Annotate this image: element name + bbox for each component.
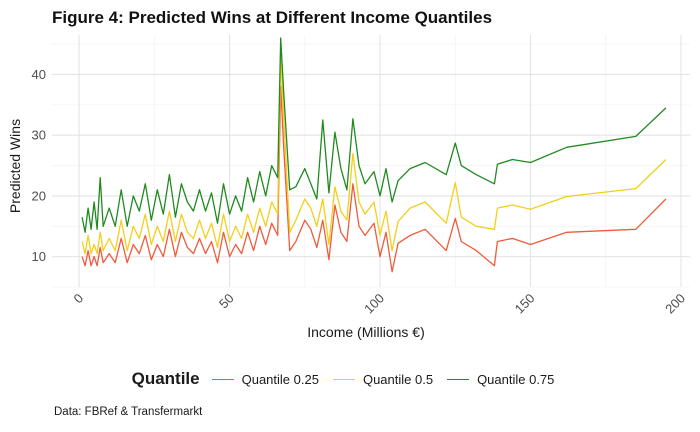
x-tick-labels: 0 50 100 150 200 [70,291,688,317]
legend-key-q50 [332,378,355,380]
legend-label-q25: Quantile 0.25 [241,371,319,387]
series-lines [81,37,667,273]
legend-item-q50: Quantile 0.5 [332,371,434,387]
x-tick-label: 200 [662,291,688,317]
x-tick-label: 50 [216,291,237,312]
y-tick-labels: 10 20 30 40 [32,67,46,264]
series-line-q50 [81,55,667,255]
legend-key-q75 [447,378,470,380]
legend-label-q75: Quantile 0.75 [477,371,555,387]
y-tick-label: 30 [32,128,46,143]
y-tick-label: 10 [32,249,46,264]
y-axis-label: Predicted Wins [7,119,23,213]
major-gridlines [52,35,690,287]
legend-key-q25 [211,378,234,380]
chart-title: Figure 4: Predicted Wins at Different In… [52,8,493,27]
legend-item-q75: Quantile 0.75 [447,372,554,387]
caption: Data: FBRef & Transfermarkt [54,406,203,418]
x-tick-label: 100 [361,291,387,317]
series-line-q75 [81,37,667,233]
y-tick-label: 20 [32,188,46,203]
legend: Quantile Quantile 0.25 Quantile 0.5 Quan… [0,369,700,389]
legend-label-q50: Quantile 0.5 [362,371,434,387]
y-tick-label: 40 [32,67,46,82]
x-tick-label: 150 [512,291,538,317]
minor-gridlines [52,35,690,288]
series-line-q25 [81,85,667,273]
x-tick-label: 0 [70,291,86,307]
x-axis-label: Income (Millions €) [307,324,424,340]
legend-item-q25: Quantile 0.25 [211,371,319,387]
legend-title: Quantile [131,369,200,388]
